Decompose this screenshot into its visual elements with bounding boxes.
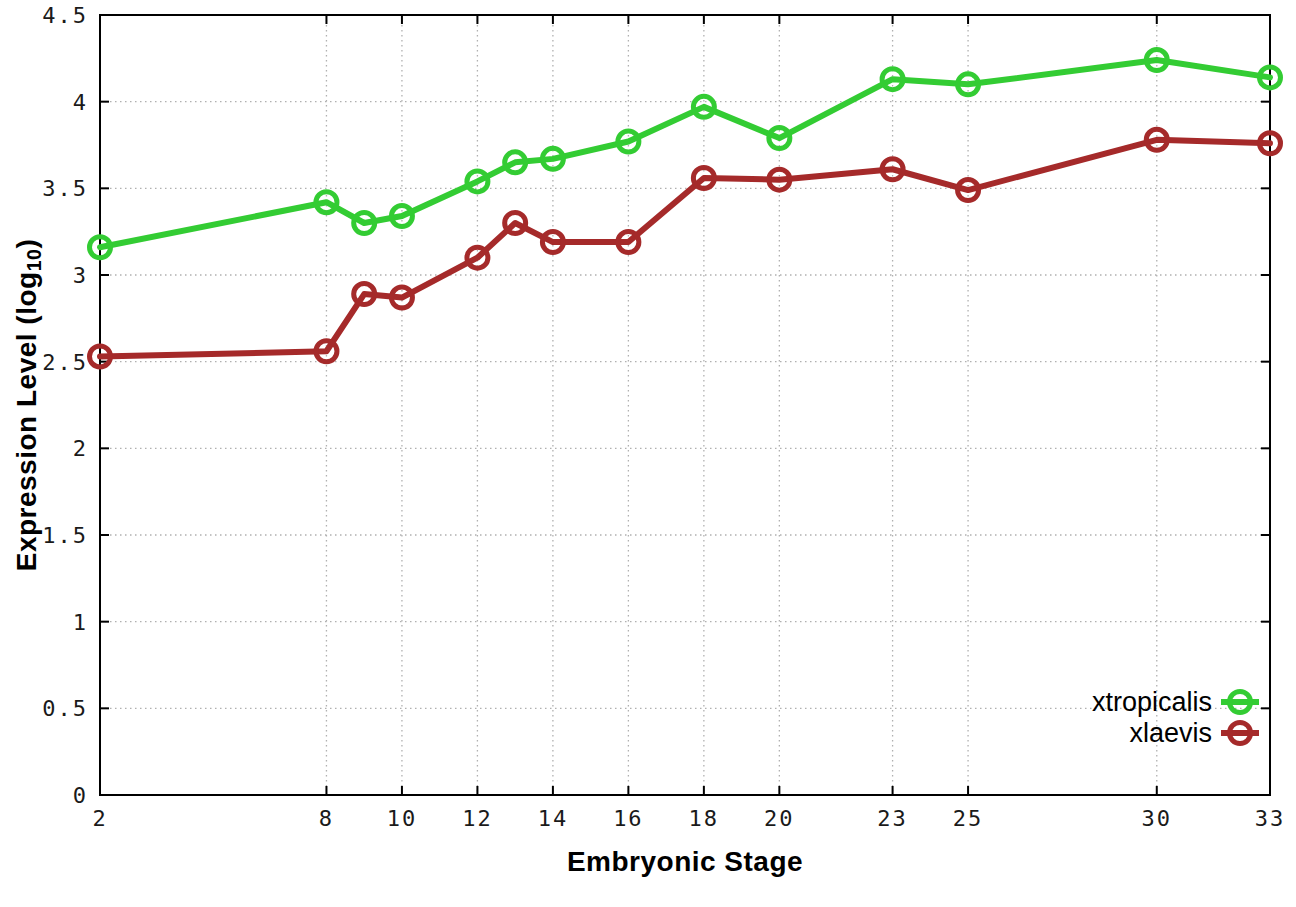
y-tick-label: 2.5 <box>42 350 88 375</box>
y-axis-label-text: Expression Level (log <box>11 271 42 571</box>
y-tick-label: 4.5 <box>42 3 88 28</box>
y-axis-label: Expression Level (log10) <box>11 239 43 572</box>
y-tick-label: 1.5 <box>42 523 88 548</box>
x-tick-label: 10 <box>387 806 418 831</box>
x-tick-label: 33 <box>1255 806 1286 831</box>
series-line-xlaevis <box>100 140 1270 357</box>
y-tick-label: 0.5 <box>42 696 88 721</box>
y-tick-label: 3 <box>73 263 88 288</box>
x-tick-label: 16 <box>613 806 644 831</box>
x-tick-label: 14 <box>538 806 569 831</box>
legend-label-xlaevis: xlaevis <box>1129 718 1212 748</box>
y-tick-label: 1 <box>73 610 88 635</box>
y-axis-label-subscript: 10 <box>23 249 45 272</box>
x-tick-label: 8 <box>319 806 334 831</box>
x-tick-label: 25 <box>953 806 984 831</box>
y-tick-label: 4 <box>73 90 88 115</box>
x-tick-label: 20 <box>764 806 795 831</box>
plot-border <box>100 15 1270 795</box>
legend-label-xtropicalis: xtropicalis <box>1092 687 1212 717</box>
y-tick-label: 0 <box>73 783 88 808</box>
y-tick-label: 3.5 <box>42 176 88 201</box>
x-tick-label: 2 <box>92 806 107 831</box>
x-tick-label: 30 <box>1142 806 1173 831</box>
x-tick-label: 12 <box>462 806 493 831</box>
x-tick-label: 23 <box>877 806 908 831</box>
y-axis-label-suffix: ) <box>11 239 42 249</box>
x-axis-label: Embryonic Stage <box>567 846 803 878</box>
y-tick-label: 2 <box>73 436 88 461</box>
x-tick-label: 18 <box>689 806 720 831</box>
x-axis-label-text: Embryonic Stage <box>567 846 803 877</box>
chart: 2 8 10 12 14 16 18 20 23 25 30 33 0 0.5 1 1.5 2 2.5 3 3.5 4 4… <box>0 0 1296 907</box>
chart-svg: 2 8 10 12 14 16 18 20 23 25 30 33 0 0.5 1 1.5 2 2.5 3 3.5 4 4… <box>0 0 1296 907</box>
